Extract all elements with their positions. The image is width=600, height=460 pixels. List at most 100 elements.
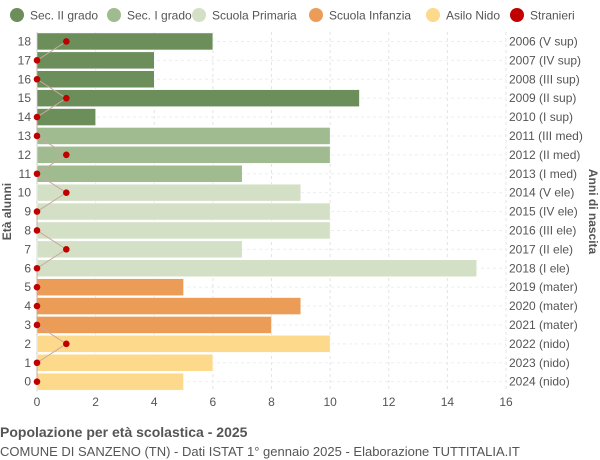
y-tick-label: 1 [24, 356, 31, 370]
stranieri-point-age-8 [33, 227, 41, 234]
birth-year-label: 2017 (II ele) [509, 242, 573, 256]
birth-year-label: 2022 (nido) [509, 337, 570, 351]
legend-marker-5 [510, 8, 524, 22]
y-tick-label: 2 [24, 337, 31, 351]
x-tick-label: 0 [34, 395, 41, 409]
birth-year-label: 2012 (II med) [509, 148, 580, 162]
bar-age-15 [36, 89, 360, 107]
y-tick-label: 13 [18, 129, 32, 143]
bar-age-1 [36, 354, 214, 372]
stranieri-point-age-1 [33, 359, 41, 367]
x-tick-label: 12 [382, 395, 396, 409]
bar-age-5 [36, 278, 184, 296]
x-tick-label: 14 [441, 395, 455, 409]
bar-age-9 [36, 202, 331, 221]
stranieri-point-age-4 [33, 302, 41, 310]
bar-age-7 [36, 240, 243, 259]
stranieri-point-age-14 [33, 113, 41, 121]
legend-label: Asilo Nido [446, 9, 500, 23]
y-tick-label: 15 [18, 91, 32, 105]
birth-year-label: 2014 (V ele) [509, 186, 574, 200]
birth-year-label: 2016 (III ele) [509, 223, 576, 237]
bar-age-16 [36, 70, 155, 88]
birth-year-label: 2006 (V sup) [509, 34, 578, 48]
birth-year-label: 2011 (III med) [509, 129, 583, 143]
bar-age-3 [36, 316, 272, 334]
x-tick-label: 2 [92, 395, 99, 409]
birth-year-label: 2020 (mater) [509, 299, 578, 313]
y-tick-label: 8 [24, 223, 31, 237]
bar-age-10 [36, 183, 302, 202]
x-tick-label: 16 [499, 395, 513, 409]
legend-label: Stranieri [530, 9, 575, 23]
stranieri-point-age-13 [33, 132, 41, 140]
bar-age-18 [36, 32, 214, 51]
x-tick-label: 4 [151, 395, 158, 409]
bar-age-11 [36, 165, 243, 183]
stranieri-point-age-6 [33, 264, 41, 272]
y-tick-label: 6 [24, 261, 31, 275]
stranieri-point-age-12 [63, 151, 70, 159]
y-tick-label: 18 [18, 34, 32, 48]
bar-age-0 [36, 372, 184, 391]
y-tick-label: 16 [18, 72, 32, 86]
birth-year-label: 2008 (III sup) [509, 72, 580, 86]
x-tick-label: 6 [210, 395, 217, 409]
stranieri-point-age-5 [33, 283, 41, 291]
y-tick-label: 3 [24, 318, 31, 332]
legend-label: Scuola Primaria [212, 9, 297, 23]
y-tick-label: 12 [18, 148, 32, 162]
birth-year-label: 2013 (I med) [509, 167, 577, 181]
y-tick-label: 0 [24, 375, 31, 389]
stranieri-point-age-15 [63, 94, 70, 102]
x-tick-label: 10 [323, 395, 337, 409]
y-tick-label: 11 [19, 167, 32, 181]
bar-age-8 [36, 221, 331, 240]
stranieri-point-age-0 [33, 378, 41, 385]
stranieri-point-age-17 [33, 57, 41, 64]
stranieri-point-age-2 [63, 340, 70, 348]
legend-marker-1 [107, 8, 121, 22]
x-tick-label: 8 [268, 395, 275, 409]
legend-label: Sec. I grado [127, 9, 192, 23]
legend-marker-2 [192, 8, 206, 22]
birth-year-label: 2024 (nido) [509, 375, 570, 389]
bar-age-17 [36, 51, 155, 70]
legend-marker-4 [426, 8, 440, 22]
legend-marker-0 [10, 8, 24, 22]
stranieri-point-age-11 [33, 170, 41, 178]
y-tick-label: 4 [24, 299, 31, 313]
stranieri-point-age-7 [63, 246, 70, 253]
chart-title: Popolazione per età scolastica - 2025 [0, 424, 248, 440]
y-tick-label: 5 [24, 280, 31, 294]
legend-label: Sec. II grado [30, 9, 98, 23]
stranieri-point-age-16 [33, 75, 41, 83]
legend-label: Scuola Infanzia [329, 9, 411, 23]
bar-age-13 [36, 127, 331, 145]
y-tick-label: 9 [24, 205, 31, 219]
bar-age-4 [36, 297, 302, 315]
birth-year-label: 2018 (I ele) [509, 261, 570, 275]
birth-year-label: 2019 (mater) [509, 280, 578, 294]
stranieri-point-age-3 [33, 321, 41, 329]
birth-year-label: 2015 (IV ele) [509, 205, 578, 219]
bar-age-12 [36, 146, 331, 164]
birth-year-label: 2010 (I sup) [509, 110, 573, 124]
chart-subtitle: COMUNE DI SANZENO (TN) - Dati ISTAT 1° g… [0, 444, 520, 459]
y-axis-label-right: Anni di nascita [586, 169, 600, 255]
y-tick-label: 7 [24, 242, 31, 256]
y-tick-label: 17 [18, 53, 32, 67]
y-tick-label: 10 [18, 186, 32, 200]
y-axis-label: Età alunni [0, 183, 14, 240]
bar-age-6 [36, 259, 477, 277]
birth-year-label: 2007 (IV sup) [509, 53, 581, 67]
y-tick-label: 14 [18, 110, 32, 124]
bar-age-2 [36, 335, 331, 353]
birth-year-label: 2023 (nido) [509, 356, 570, 370]
birth-year-label: 2021 (mater) [509, 318, 578, 332]
stranieri-point-age-18 [63, 38, 70, 45]
legend-marker-3 [309, 8, 323, 22]
birth-year-label: 2009 (II sup) [509, 91, 576, 105]
